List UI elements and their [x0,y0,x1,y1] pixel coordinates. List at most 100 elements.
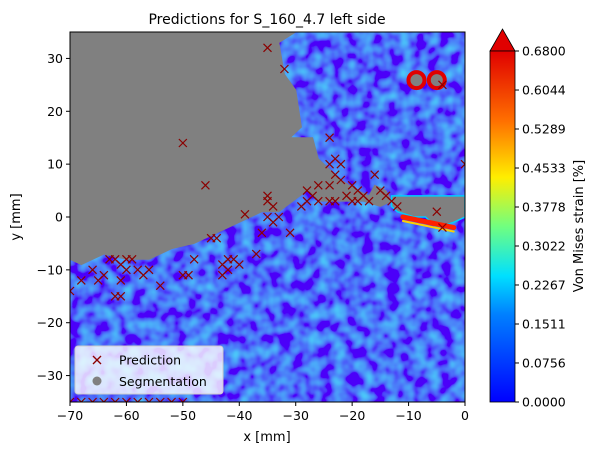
colorbar-tick-label: 0.4533 [522,161,566,176]
prediction-marker [313,196,323,206]
prediction-marker [257,228,267,238]
x-axis-label: x [mm] [243,430,290,445]
y-tick-label: −20 [37,315,63,330]
prediction-marker [88,397,97,402]
colorbar-tick-label: 0.2267 [522,277,566,292]
y-tick-label: 30 [47,51,63,66]
prediction-marker [268,202,278,211]
chart-title: Predictions for S_160_4.7 left side [148,12,385,28]
prediction-marker [375,186,385,195]
legend-prediction-label: Prediction [119,353,181,368]
prediction-marker [76,276,86,285]
prediction-marker [325,133,334,143]
prediction-marker [155,397,165,402]
colorbar-tick-label: 0.6044 [522,83,566,98]
prediction-marker [99,397,109,402]
legend-segmentation-label: Segmentation [119,374,207,389]
legend-box [74,345,224,395]
prediction-marker [325,159,334,169]
segmentation-notch [390,195,465,229]
colorbar: 0.0000 0.0756 0.1511 0.2267 0.3022 0.3778 0.45… [489,28,587,410]
prediction-marker [70,286,75,296]
prediction-marker [93,276,103,285]
colorbar-tick-label: 0.5289 [522,121,566,136]
x-tick-label: −10 [395,408,421,423]
x-tick-label: −70 [57,408,83,423]
colorbar-tick-label: 0.0756 [522,355,566,370]
segmentation-region [70,32,393,266]
prediction-marker [280,64,289,74]
prediction-marker [438,80,447,90]
prediction-marker [313,180,323,190]
colorbar-tick-label: 0.6800 [522,44,566,59]
colorbar-tick-label: 0.1511 [522,317,566,332]
strain-hotspot [400,214,457,231]
colorbar-tick-label: 0.3778 [522,199,566,214]
colorbar-gradient [489,50,516,403]
prediction-marker [189,254,199,264]
prediction-marker [274,212,284,222]
prediction-marker [105,254,114,264]
prediction-marker [76,397,86,402]
x-tick-label: −20 [339,408,365,423]
prediction-marker [240,209,250,219]
x-tick-label: −60 [113,408,139,423]
strain-hotspot [426,70,447,91]
x-tick-label: −40 [226,408,252,423]
prediction-marker [110,397,120,402]
colorbar-extend-arrow [489,28,516,52]
legend: Prediction Segmentation [74,345,224,395]
x-axis: −70 −60 −50 −40 −30 −20 −10 0 [57,402,469,423]
plot-area [70,32,465,402]
prediction-marker [184,270,193,280]
prediction-marker [201,180,210,190]
prediction-marker [263,43,272,53]
colorbar-tick-label: 0.0000 [522,395,566,410]
prediction-marker [251,249,261,259]
y-tick-label: 0 [55,210,63,225]
prediction-marker [110,291,120,301]
prediction-marker [133,265,143,275]
prediction-marker [392,202,402,211]
prediction-marker [364,196,374,206]
colorbar-tick-label: 0.3022 [522,239,566,254]
prediction-marker [144,397,154,402]
colorbar-label: Von Mises strain [%] [572,160,587,292]
prediction-marker [325,180,334,190]
prediction-marker [336,175,346,185]
y-tick-label: −10 [37,262,63,277]
y-tick-label: −30 [37,368,63,383]
legend-segmentation-marker [92,376,102,386]
x-tick-label: 0 [461,408,469,423]
prediction-marker [330,196,340,206]
prediction-marker [206,233,216,243]
prediction-marker [432,207,442,217]
x-tick-label: −30 [283,408,309,423]
prediction-marker [178,138,188,148]
legend-prediction-marker [92,355,102,365]
prediction-marker [234,260,244,269]
prediction-marker [133,397,143,402]
prediction-marker [217,270,227,280]
prediction-marker [370,170,380,180]
prediction-marker [460,159,465,169]
prediction-marker [438,223,447,232]
prediction-marker [353,196,363,206]
prediction-marker [167,397,176,402]
prediction-marker [70,397,75,402]
prediction-marker [336,159,346,169]
prediction-marker [178,397,188,402]
y-axis: −30 −20 −10 0 10 20 30 [37,51,70,383]
strain-hotspot [406,70,427,91]
prediction-marker [155,281,165,291]
prediction-marker [88,265,97,275]
prediction-marker [285,228,295,238]
prediction-marker [116,276,126,285]
prediction-marker [122,397,131,402]
y-axis-label: y [mm] [9,193,24,240]
x-tick-label: −50 [170,408,196,423]
y-tick-label: 20 [47,104,63,119]
y-tick-label: 10 [47,157,63,172]
prediction-marker [296,202,306,211]
